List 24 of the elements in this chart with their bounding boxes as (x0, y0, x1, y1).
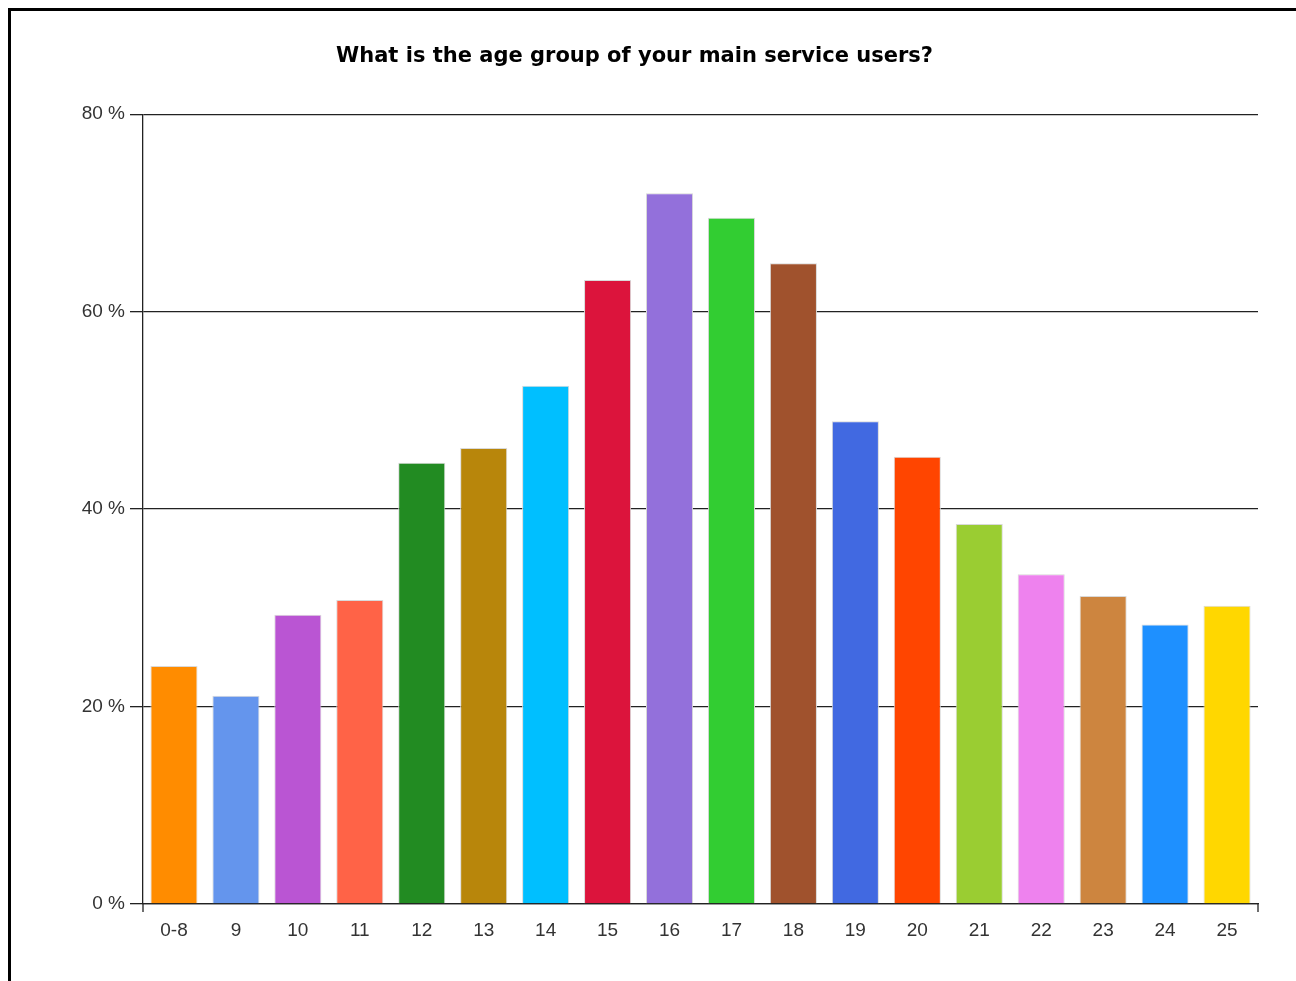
x-tick-label: 24 (1154, 918, 1177, 940)
x-tick-label: 15 (597, 918, 619, 940)
x-tick-label: 10 (287, 918, 309, 940)
x-tick-label: 14 (535, 918, 557, 940)
x-tick-label: 13 (473, 918, 495, 940)
y-tick-label: 60 % (81, 299, 126, 321)
x-tick-label: 16 (658, 918, 681, 940)
x-tick-label: 12 (411, 918, 433, 940)
y-tick-label: 80 % (81, 102, 126, 124)
x-tick-label: 23 (1092, 918, 1114, 940)
x-tick-label: 9 (230, 918, 242, 940)
x-tick-label: 21 (968, 918, 990, 940)
x-tick-label: 18 (782, 918, 804, 940)
x-tick-label: 22 (1030, 918, 1052, 940)
y-tick-label: 40 % (81, 497, 126, 519)
x-tick-label: 11 (349, 918, 370, 940)
x-tick-label: 0-8 (160, 918, 188, 940)
x-tick-label: 17 (720, 918, 743, 940)
x-tick-label: 19 (844, 918, 866, 940)
x-tick-label: 25 (1216, 918, 1238, 940)
x-tick-label: 20 (906, 918, 928, 940)
y-tick-label: 0 % (92, 892, 126, 914)
chart-title: What is the age group of your main service users? (336, 43, 933, 68)
y-tick-label: 20 % (81, 694, 126, 716)
